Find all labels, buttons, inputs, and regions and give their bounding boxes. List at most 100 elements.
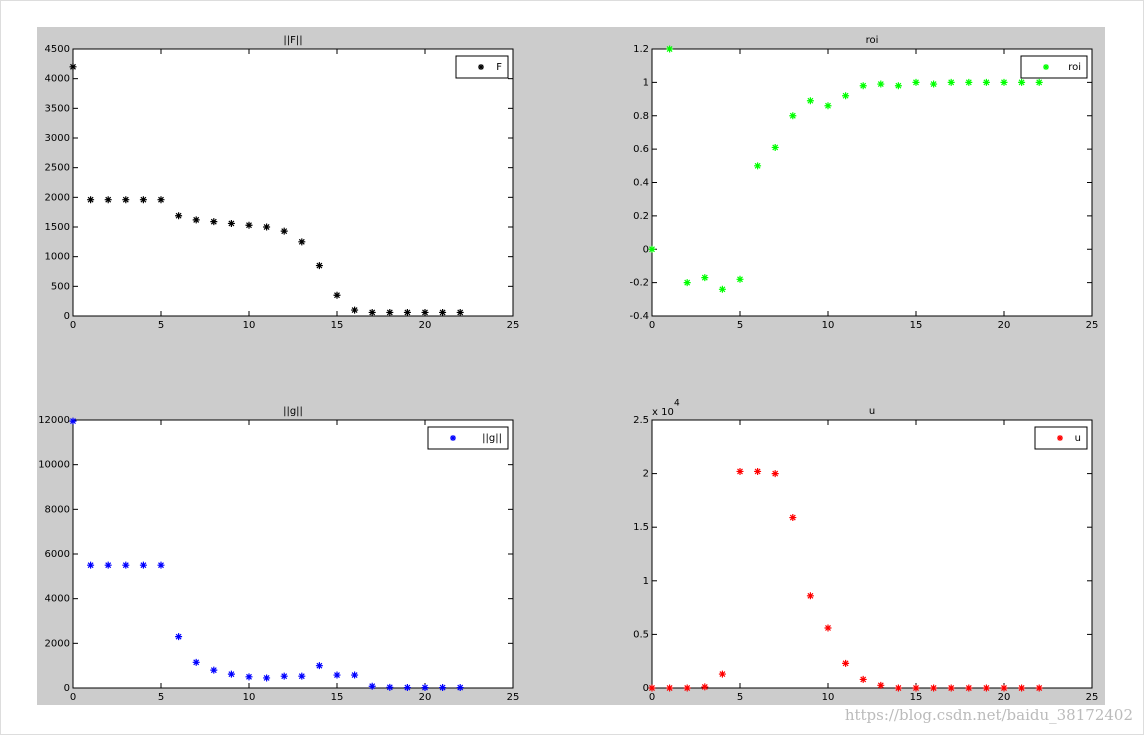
x-tick-label: 10 <box>822 320 835 331</box>
data-point <box>806 592 814 600</box>
data-point <box>245 221 253 229</box>
data-point <box>386 308 394 316</box>
x-tick-label: 0 <box>649 692 655 703</box>
data-point <box>104 196 112 204</box>
y-tick-label: 4000 <box>45 74 70 85</box>
x-tick-label: 20 <box>419 320 432 331</box>
legend-label: ||g|| <box>482 433 502 444</box>
data-point <box>859 82 867 90</box>
plot-area <box>73 420 513 688</box>
legend-label: F <box>496 62 502 73</box>
data-point <box>175 633 183 641</box>
data-point <box>754 162 762 170</box>
plot-area <box>73 49 513 316</box>
data-point <box>439 684 447 692</box>
data-point <box>456 308 464 316</box>
plot-area <box>652 49 1092 316</box>
y-tick-label: 10000 <box>38 460 70 471</box>
y-multiplier-exponent: 4 <box>674 399 680 409</box>
data-point <box>648 245 656 253</box>
data-point <box>842 92 850 100</box>
data-point <box>122 196 130 204</box>
data-point <box>789 112 797 120</box>
data-point <box>666 684 674 692</box>
data-point <box>333 671 341 679</box>
y-tick-label: -0.2 <box>629 278 649 289</box>
y-tick-label: 3500 <box>45 103 70 114</box>
data-point <box>877 681 885 689</box>
data-point <box>912 78 920 86</box>
y-tick-label: 0 <box>64 311 70 322</box>
y-tick-label: 1500 <box>45 222 70 233</box>
data-point <box>1000 78 1008 86</box>
data-point <box>351 306 359 314</box>
legend-box <box>427 426 509 450</box>
data-point <box>947 684 955 692</box>
data-point <box>386 683 394 691</box>
data-point <box>1035 684 1043 692</box>
data-point <box>912 684 920 692</box>
data-point <box>280 227 288 235</box>
x-tick-label: 15 <box>910 692 923 703</box>
data-point <box>930 80 938 88</box>
y-tick-label: 2500 <box>45 163 70 174</box>
chart-title: ||g|| <box>283 406 303 417</box>
y-tick-label: -0.4 <box>629 311 649 322</box>
data-point <box>210 666 218 674</box>
x-tick-label: 5 <box>158 320 164 331</box>
chart-title: roi <box>866 35 879 46</box>
legend-marker <box>1057 435 1063 441</box>
y-tick-label: 0 <box>643 683 649 694</box>
data-point <box>192 658 200 666</box>
x-tick-label: 5 <box>737 320 743 331</box>
data-point <box>666 45 674 53</box>
y-tick-label: 0 <box>643 244 649 255</box>
data-point <box>298 672 306 680</box>
data-point <box>263 223 271 231</box>
data-point <box>771 143 779 151</box>
data-point <box>351 671 359 679</box>
data-point <box>982 684 990 692</box>
x-tick-label: 0 <box>649 320 655 331</box>
legend-label: roi <box>1068 62 1081 73</box>
data-point <box>842 659 850 667</box>
x-tick-label: 5 <box>737 692 743 703</box>
data-point <box>894 684 902 692</box>
x-tick-label: 10 <box>822 692 835 703</box>
x-tick-label: 25 <box>507 692 520 703</box>
plot-area <box>652 420 1092 688</box>
y-tick-label: 1 <box>643 77 649 88</box>
axes-box <box>651 48 1093 317</box>
data-point <box>877 80 885 88</box>
data-point <box>368 682 376 690</box>
data-point <box>298 238 306 246</box>
y-tick-label: 6000 <box>45 549 70 560</box>
y-tick-label: 0.2 <box>633 211 649 222</box>
data-point <box>403 684 411 692</box>
data-point <box>718 670 726 678</box>
y-tick-label: 1 <box>643 576 649 587</box>
data-point <box>701 274 709 282</box>
data-point <box>104 561 112 569</box>
data-point <box>1018 684 1026 692</box>
legend-marker <box>478 64 484 70</box>
data-point <box>368 308 376 316</box>
x-tick-label: 25 <box>1086 692 1099 703</box>
x-tick-label: 0 <box>70 692 76 703</box>
y-tick-label: 12000 <box>38 415 70 426</box>
x-tick-label: 20 <box>998 692 1011 703</box>
data-point <box>456 684 464 692</box>
data-point <box>1000 684 1008 692</box>
data-point <box>806 97 814 105</box>
data-point <box>982 78 990 86</box>
y-tick-label: 1.2 <box>633 44 649 55</box>
data-point <box>947 78 955 86</box>
x-tick-label: 25 <box>1086 320 1099 331</box>
data-point <box>648 684 656 692</box>
data-point <box>1018 78 1026 86</box>
chart-title: ||F|| <box>283 35 302 46</box>
legend-box <box>1020 55 1088 79</box>
x-tick-label: 15 <box>331 320 344 331</box>
data-point <box>824 102 832 110</box>
y-tick-label: 8000 <box>45 504 70 515</box>
